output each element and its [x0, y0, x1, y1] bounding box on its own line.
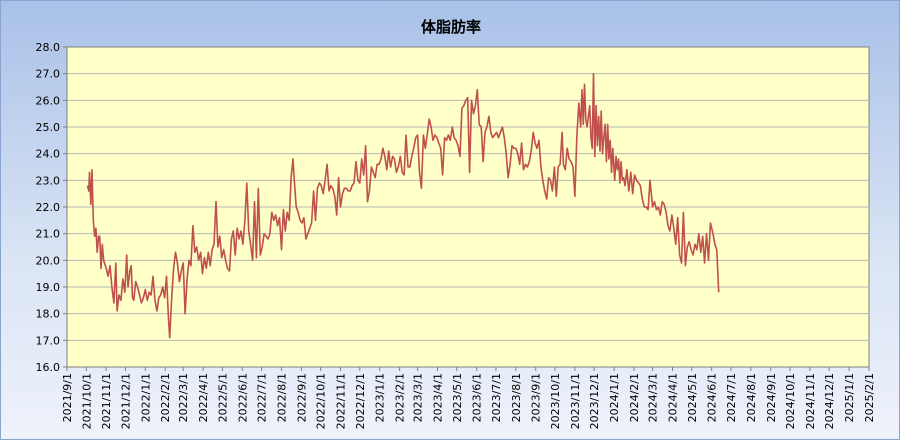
x-tick-label: 2024/2/1: [628, 373, 641, 422]
x-tick-label: 2024/5/1: [686, 373, 699, 422]
x-tick-label: 2022/12/1: [354, 373, 367, 429]
y-tick-label: 21.0: [36, 228, 61, 241]
x-axis-ticks: 2021/9/1 2021/10/1 2021/11/1 2021/12/1 2022/…: [61, 367, 876, 429]
x-tick-label: 2021/10/1: [80, 373, 93, 429]
x-tick-label: 2024/6/1: [706, 373, 719, 422]
x-tick-label: 2024/8/1: [745, 373, 758, 422]
x-tick-label: 2022/11/1: [335, 373, 348, 429]
y-tick-label: 16.0: [36, 361, 61, 374]
x-tick-label: 2023/7/1: [490, 373, 503, 422]
x-tick-label: 2025/2/1: [863, 373, 876, 422]
x-tick-label: 2024/11/1: [804, 373, 817, 429]
x-tick-label: 2021/9/1: [61, 373, 74, 422]
x-tick-label: 2024/10/1: [784, 373, 797, 429]
x-tick-label: 2023/8/1: [510, 373, 523, 422]
x-tick-label: 2022/2/1: [159, 373, 172, 422]
series-layer: [86, 72, 720, 339]
x-tick-label: 2022/3/1: [177, 373, 190, 422]
x-tick-label: 2022/1/1: [139, 373, 152, 422]
y-axis-ticks: 16.0 17.0 18.0 19.0 20.0 21.0 22.0 23.0 24.0 25.0…: [36, 41, 67, 374]
x-tick-label: 2023/9/1: [530, 373, 543, 422]
y-tick-label: 18.0: [36, 308, 61, 321]
chart-title: 体脂肪率: [421, 18, 481, 36]
x-tick-label: 2024/12/1: [823, 373, 836, 429]
y-tick-label: 17.0: [36, 334, 61, 347]
x-tick-label: 2021/12/1: [119, 373, 132, 429]
x-tick-label: 2023/6/1: [471, 373, 484, 422]
x-tick-label: 2022/5/1: [216, 373, 229, 422]
x-tick-label: 2023/10/1: [549, 373, 562, 429]
x-tick-label: 2023/12/1: [588, 373, 601, 429]
x-tick-label: 2023/2/1: [394, 373, 407, 422]
x-tick-label: 2024/3/1: [647, 373, 660, 422]
y-tick-label: 25.0: [36, 121, 61, 134]
x-tick-label: 2024/7/1: [725, 373, 738, 422]
y-tick-label: 20.0: [36, 254, 61, 267]
x-tick-label: 2024/4/1: [667, 373, 680, 422]
y-tick-label: 28.0: [36, 41, 61, 54]
x-tick-label: 2021/11/1: [100, 373, 113, 429]
x-tick-label: 2023/5/1: [451, 373, 464, 422]
y-tick-label: 26.0: [36, 94, 61, 107]
y-tick-label: 24.0: [36, 148, 61, 161]
x-tick-label: 2024/1/1: [608, 373, 621, 422]
series-line-0: [86, 72, 720, 339]
x-tick-label: 2022/4/1: [197, 373, 210, 422]
x-tick-label: 2022/10/1: [315, 373, 328, 429]
x-tick-label: 2022/7/1: [256, 373, 269, 422]
y-tick-label: 23.0: [36, 174, 61, 187]
x-tick-label: 2025/1/1: [843, 373, 856, 422]
x-tick-label: 2023/11/1: [569, 373, 582, 429]
x-tick-label: 2023/3/1: [412, 373, 425, 422]
x-tick-label: 2022/6/1: [236, 373, 249, 422]
x-tick-label: 2022/8/1: [275, 373, 288, 422]
x-tick-label: 2022/9/1: [295, 373, 308, 422]
x-tick-label: 2024/9/1: [765, 373, 778, 422]
y-tick-label: 19.0: [36, 281, 61, 294]
x-tick-label: 2023/1/1: [374, 373, 387, 422]
x-tick-label: 2023/4/1: [431, 373, 444, 422]
y-tick-label: 27.0: [36, 68, 61, 81]
y-tick-label: 22.0: [36, 201, 61, 214]
